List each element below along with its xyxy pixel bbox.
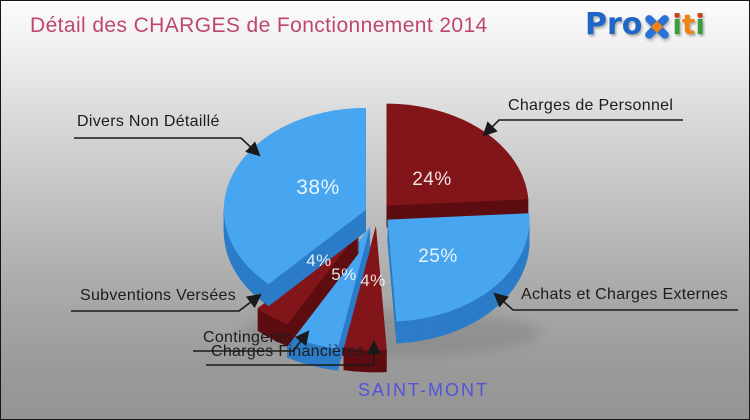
callout-label-achats-et-charges-externes: Achats et Charges Externes — [521, 286, 729, 303]
logo-i-dot — [674, 13, 680, 18]
pie-slices-group — [223, 103, 530, 373]
logo-x-icon — [645, 15, 670, 39]
logo-i-dot — [697, 13, 703, 18]
callout-label-divers-non-detaille: Divers Non Détaillé — [77, 113, 220, 130]
pie-slice-1 — [387, 213, 530, 322]
pct-label-subventions-versees: 4% — [306, 251, 332, 270]
pct-label-contingents: 5% — [331, 265, 357, 284]
proxiti-logo: Pro i t i — [585, 10, 705, 40]
pct-label-charges-de-personnel: 24% — [412, 169, 452, 190]
logo-text-pro: Pro — [585, 7, 643, 42]
logo-letter-i1: i — [672, 8, 683, 41]
pie-slice-2 — [343, 225, 387, 351]
logo-letter-i2: i — [695, 8, 706, 41]
page-title: Détail des CHARGES de Fonctionnement 201… — [30, 14, 488, 37]
callout-label-charges-de-personnel: Charges de Personnel — [508, 97, 674, 114]
callout-label-subventions-versees: Subventions Versées — [80, 287, 237, 304]
logo-letter-t: t — [682, 8, 696, 41]
commune-name: SAINT-MONT — [358, 380, 489, 400]
pct-label-charges-financieres: 4% — [360, 271, 386, 290]
callout-label-charges-financieres: Charges Financières — [211, 343, 365, 360]
pct-label-divers-non-detaille: 38% — [296, 176, 340, 199]
pct-label-achats-et-charges-externes: 25% — [418, 246, 458, 267]
pie-slice-0 — [386, 103, 529, 206]
